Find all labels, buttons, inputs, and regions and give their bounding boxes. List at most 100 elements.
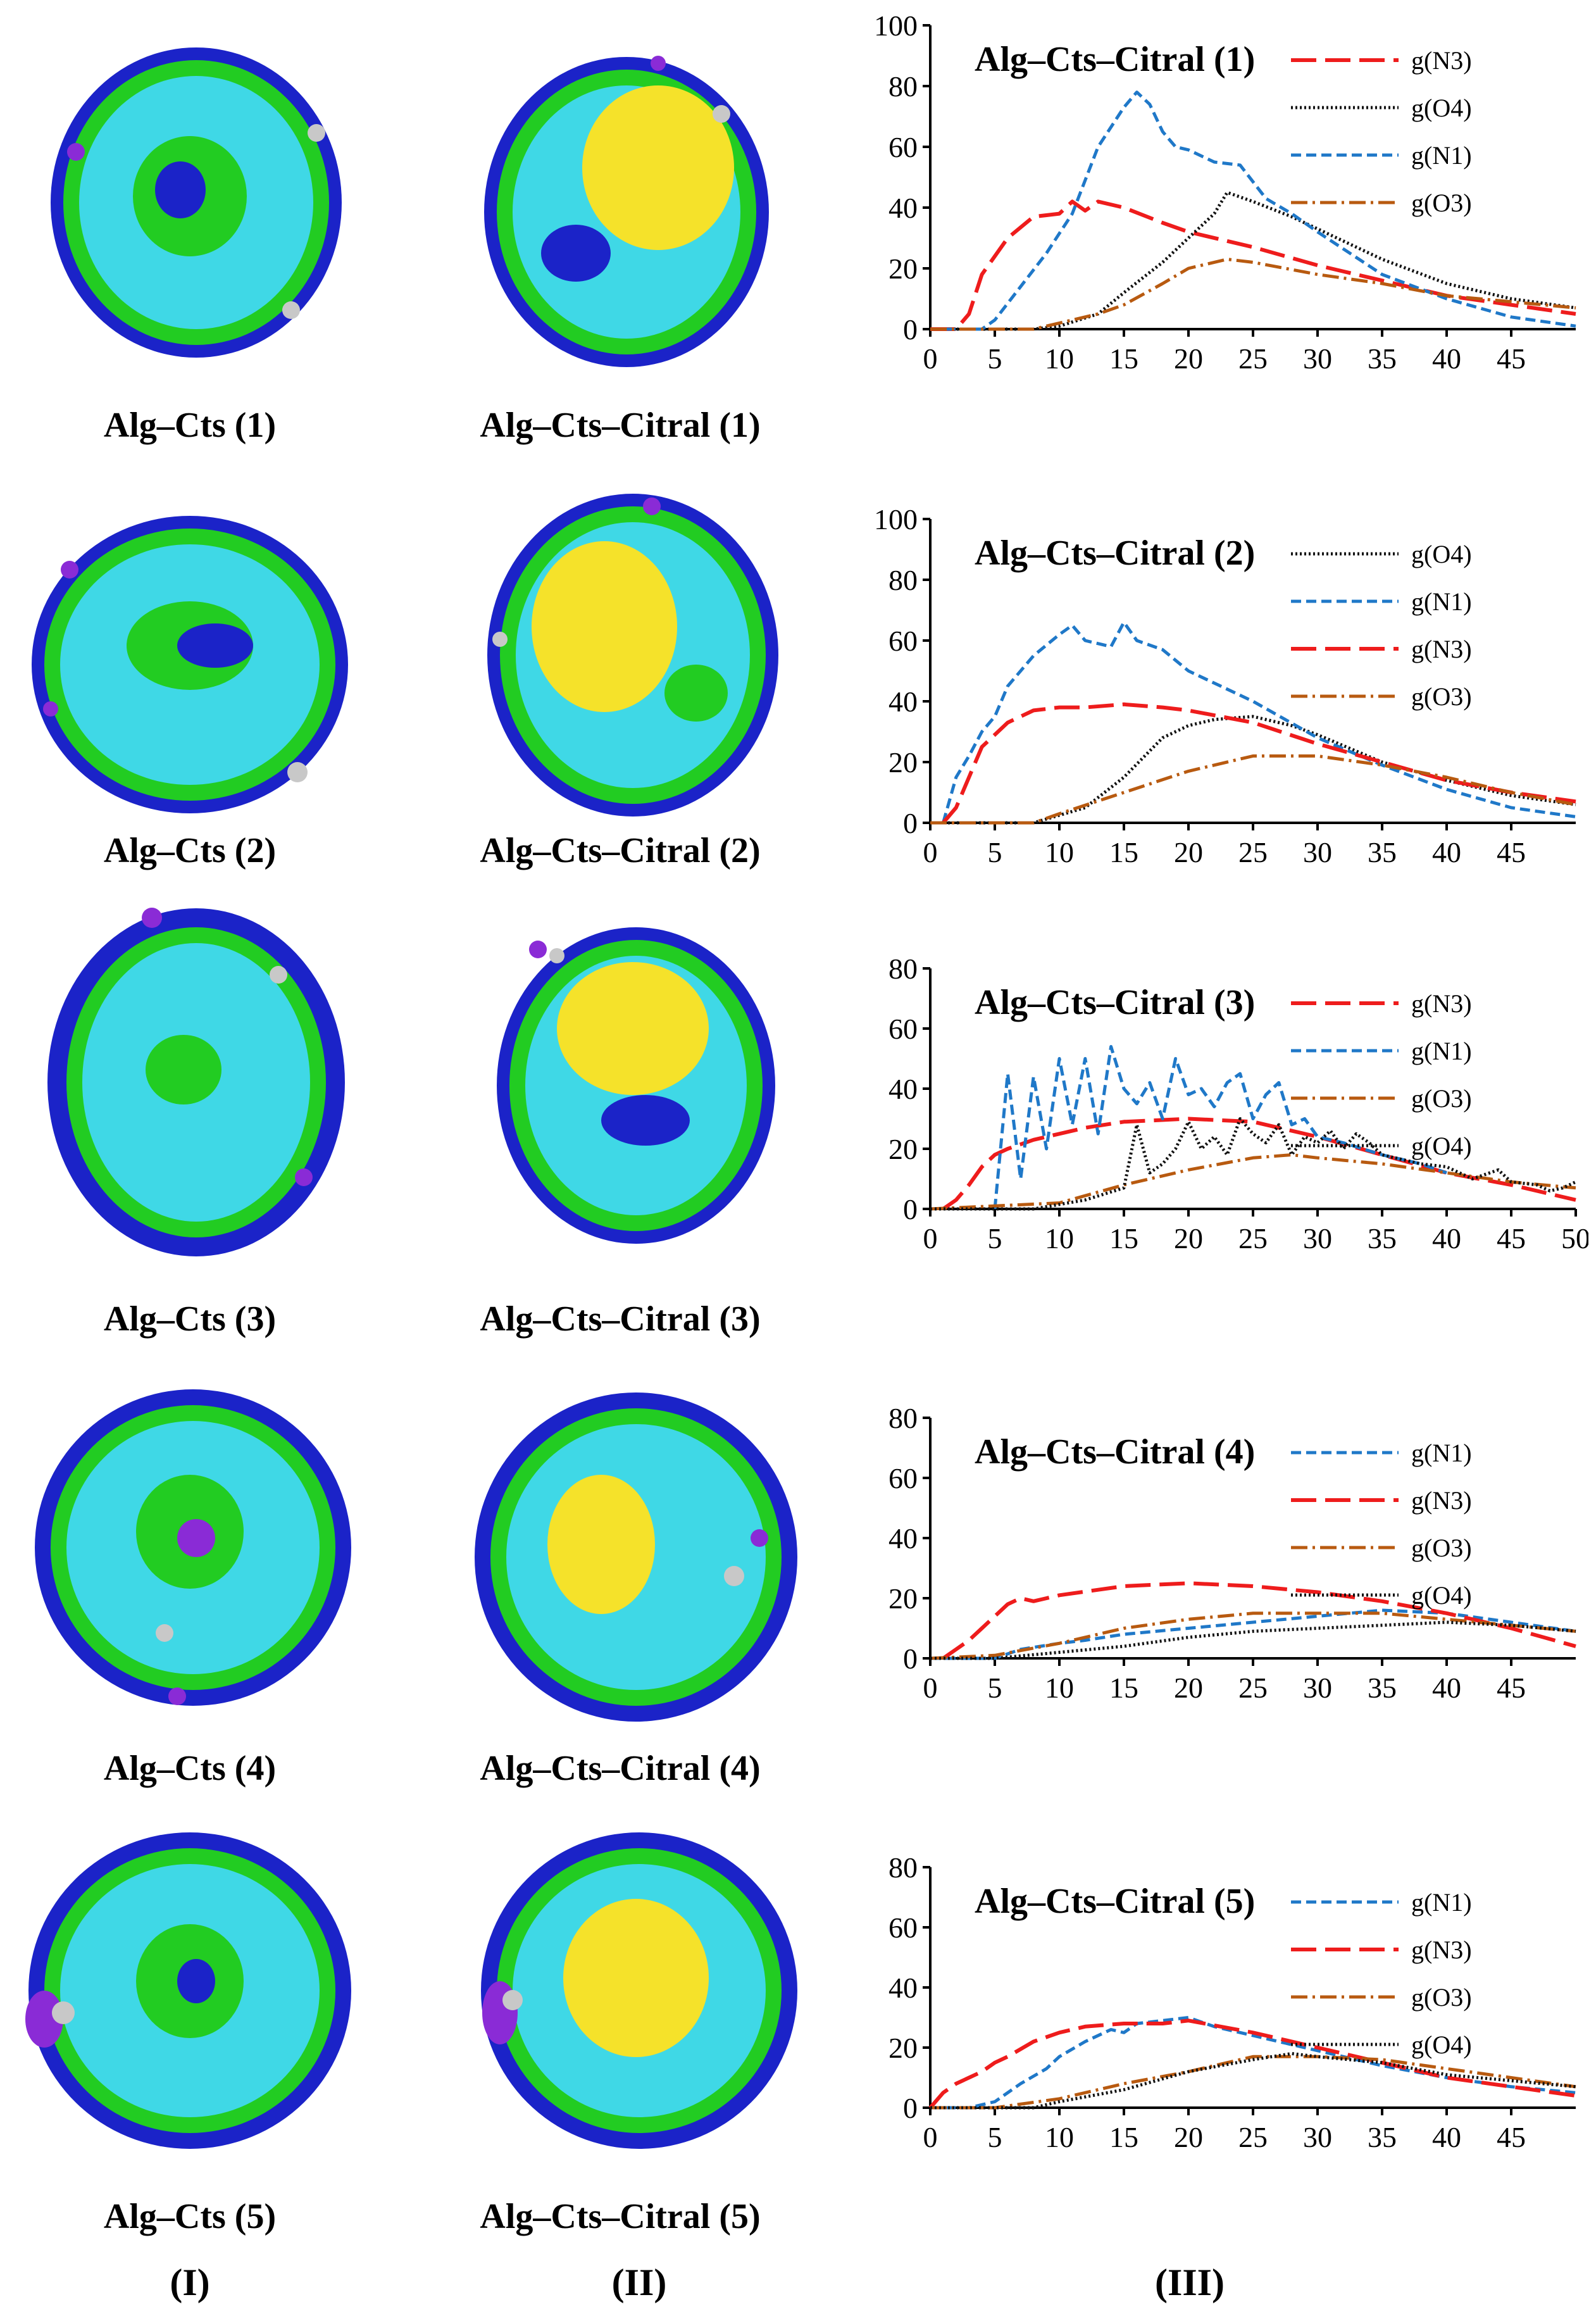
alg-cts-2-molecule [32,516,348,813]
caption-alg-cts-3: Alg–Cts (3) [103,1299,277,1339]
y-tick-label: 0 [903,1193,918,1225]
chart-title: Alg–Cts–Citral (5) [975,1882,1255,1921]
series-line-n1 [941,620,1576,823]
chart-title: Alg–Cts–Citral (3) [975,983,1255,1022]
x-tick-label: 0 [923,836,938,868]
y-tick-label: 80 [888,953,918,985]
x-tick-label: 40 [1432,342,1461,375]
x-tick-label: 5 [988,342,1002,375]
series-line-o4 [930,1117,1577,1211]
x-tick-label: 45 [1497,1672,1526,1704]
legend-label-n3: g(N3) [1411,1486,1472,1515]
column-label-ii: (II) [611,2262,667,2303]
series-line-n3 [942,1117,1576,1211]
x-tick-label: 45 [1497,342,1526,375]
x-tick-label: 5 [988,2121,1002,2153]
x-tick-label: 5 [988,836,1002,868]
series-line-o3 [930,1153,1576,1211]
x-tick-label: 20 [1174,342,1203,375]
series-line-n3 [928,2018,1576,2109]
x-tick-label: 50 [1561,1222,1588,1255]
legend-label-o3: g(O3) [1411,1534,1472,1562]
caption-alg-cts-2: Alg–Cts (2) [103,831,277,870]
legend-label-o4: g(O4) [1411,94,1472,122]
x-tick-label: 35 [1368,342,1397,375]
legend-label-n1: g(N1) [1411,587,1472,616]
y-tick-label: 40 [888,1972,918,2004]
x-tick-label: 10 [1045,1672,1074,1704]
series-line-o3 [930,1611,1576,1660]
series-line-o4 [930,715,1576,825]
series-line-o4 [930,1620,1576,1660]
x-tick-label: 45 [1497,1222,1526,1255]
y-tick-label: 20 [888,1582,918,1615]
y-tick-label: 20 [888,253,918,285]
y-tick-label: 60 [888,1912,918,1944]
y-tick-label: 20 [888,2032,918,2064]
series-line-o3 [930,2055,1576,2110]
column-label-iii: (III) [1154,2262,1225,2303]
series-line-o3 [930,754,1576,825]
caption-alg-cts-citral-3: Alg–Cts–Citral (3) [480,1299,761,1339]
legend-label-n1: g(N1) [1411,141,1472,170]
x-tick-label: 15 [1109,836,1138,868]
y-tick-label: 60 [888,1013,918,1045]
x-tick-label: 35 [1368,836,1397,868]
y-tick-label: 60 [888,131,918,163]
chart-title: Alg–Cts–Citral (4) [975,1432,1255,1472]
x-tick-label: 40 [1432,836,1461,868]
alg-cts-citral-5-molecule [481,1832,797,2149]
chart-title: Alg–Cts–Citral (1) [975,40,1255,79]
legend-label-o4: g(O4) [1411,1581,1472,1610]
y-tick-label: 80 [888,564,918,596]
caption-alg-cts-1: Alg–Cts (1) [103,406,277,445]
x-tick-label: 20 [1174,2121,1203,2153]
x-tick-label: 25 [1238,1672,1268,1704]
y-tick-label: 100 [874,503,918,535]
y-tick-label: 20 [888,1133,918,1165]
legend-label-o3: g(O3) [1411,1084,1472,1113]
series-line-o4 [930,191,1576,331]
alg-cts-citral-2-molecule [487,494,778,817]
caption-alg-cts-citral-1: Alg–Cts–Citral (1) [480,406,761,445]
x-tick-label: 10 [1045,1222,1074,1255]
x-tick-label: 0 [923,2121,938,2153]
y-tick-label: 40 [888,685,918,718]
x-tick-label: 20 [1174,1222,1203,1255]
x-tick-label: 0 [923,1672,938,1704]
alg-cts-5-molecule [25,1832,351,2149]
y-tick-label: 80 [888,1402,918,1434]
x-tick-label: 5 [988,1222,1002,1255]
x-tick-label: 30 [1303,1672,1332,1704]
legend-label-o4: g(O4) [1411,540,1472,568]
series-line-o3 [930,258,1576,331]
caption-alg-cts-citral-5: Alg–Cts–Citral (5) [480,2197,761,2236]
legend-label-n1: g(N1) [1411,1439,1472,1467]
x-tick-label: 40 [1432,1672,1461,1704]
rdf-chart-citral-3: 0 20 40 60 80 0 5 10 15 20 25 30 35 40 45 50 Alg–Cts–Cit… [888,953,1588,1255]
x-tick-label: 10 [1045,2121,1074,2153]
alg-cts-3-molecule [47,908,345,1256]
x-tick-label: 40 [1432,1222,1461,1255]
x-tick-label: 15 [1109,2121,1138,2153]
series-line-n1 [930,1608,1576,1660]
x-tick-label: 25 [1238,342,1268,375]
y-tick-label: 80 [888,1851,918,1884]
x-tick-label: 25 [1238,836,1268,868]
caption-alg-cts-5: Alg–Cts (5) [103,2197,277,2236]
column-label-i: (I) [170,2262,210,2303]
x-tick-label: 10 [1045,836,1074,868]
y-tick-label: 0 [903,2092,918,2124]
series-line-n3 [942,702,1576,824]
x-tick-label: 20 [1174,1672,1203,1704]
caption-alg-cts-citral-4: Alg–Cts–Citral (4) [480,1749,761,1788]
x-tick-label: 0 [923,1222,938,1255]
x-tick-label: 45 [1497,2121,1526,2153]
x-tick-label: 10 [1045,342,1074,375]
series-line-n3 [942,1581,1576,1660]
y-tick-label: 100 [874,9,918,42]
rdf-chart-citral-5: 0 20 40 60 80 0 5 10 15 20 25 30 35 40 45 Alg–Cts–Citra… [888,1851,1576,2153]
y-tick-label: 80 [888,70,918,103]
y-tick-label: 0 [903,807,918,839]
rdf-chart-citral-4: 0 20 40 60 80 0 5 10 15 20 25 30 35 40 45 Alg–Cts–Citra… [888,1402,1576,1704]
